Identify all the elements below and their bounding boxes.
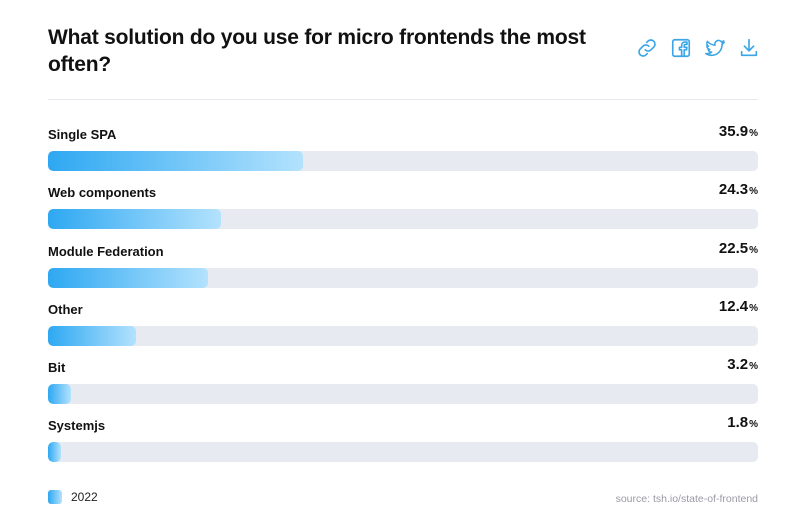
bar-value: 22.5% [719,240,758,257]
bar-row: Web components 24.3% [48,181,758,239]
legend: 2022 [48,490,98,504]
twitter-icon[interactable] [703,36,726,59]
share-actions [635,36,760,59]
bar-track [48,325,758,346]
bar-row: Systemjs 1.8% [48,414,758,472]
header-divider [48,99,758,100]
bar-value-number: 12.4 [718,297,749,315]
bar-track [48,209,758,230]
bar-track [48,151,758,171]
bar-fill [48,325,137,346]
bar-value-unit: % [749,302,758,314]
bar-row: Module Federation 22.5% [48,240,758,298]
bar-fill [48,209,221,230]
bar-value-number: 22.5 [718,239,749,257]
bar-fill [48,384,71,405]
bar-value: 35.9% [719,123,758,140]
bar-label: Other [48,301,83,317]
bar-value-number: 35.9 [718,123,749,140]
bar-value: 24.3% [719,181,758,198]
bar-row: Single SPA 35.9% [48,123,758,181]
bar-label: Systemjs [48,418,106,434]
bar-value-number: 24.3 [718,181,749,199]
legend-label: 2022 [71,490,98,504]
bar-value: 12.4% [719,298,758,315]
legend-swatch [48,490,62,504]
facebook-icon[interactable] [669,36,692,59]
bar-track [48,267,758,288]
bar-track [48,384,758,405]
bar-value-unit: % [749,361,758,373]
bar-chart: Single SPA 35.9% Web components 24.3% Module… [48,123,758,473]
source-note: source: tsh.io/state-of-frontend [615,493,758,505]
bar-value-unit: % [749,419,758,431]
chart-title: What solution do you use for micro front… [48,26,586,76]
download-icon[interactable] [737,36,760,59]
bar-value-unit: % [749,244,758,256]
link-icon[interactable] [635,36,658,59]
bar-track [48,442,758,463]
bar-fill [48,267,208,288]
bar-label: Bit [48,360,66,376]
bar-row: Other 12.4% [48,298,758,356]
bar-row: Bit 3.2% [48,356,758,414]
bar-value-number: 3.2 [727,356,749,374]
bar-value: 1.8% [727,414,758,431]
bar-label: Web components [48,185,157,201]
bar-value-unit: % [749,186,758,198]
bar-label: Single SPA [48,127,117,142]
bar-fill [48,442,61,463]
bar-label: Module Federation [48,243,164,259]
bar-value-number: 1.8 [727,414,749,432]
bar-fill [48,151,303,171]
bar-value-unit: % [749,128,758,139]
bar-value: 3.2% [727,356,758,373]
